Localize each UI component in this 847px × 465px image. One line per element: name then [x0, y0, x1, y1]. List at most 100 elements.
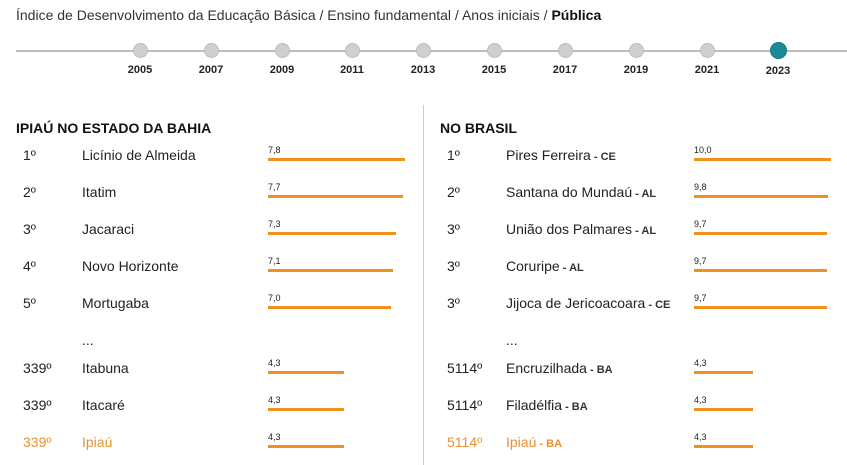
state-code: - BA	[562, 401, 588, 413]
rank: 339º	[23, 360, 52, 376]
timeline-dot[interactable]	[557, 43, 573, 58]
year-2015[interactable]: 2015	[464, 43, 524, 76]
rank: 3º	[447, 258, 460, 274]
rank: 1º	[23, 147, 36, 163]
score-value: 7,0	[268, 293, 281, 303]
municipality-name: Filadélfia - BA	[506, 397, 588, 413]
score-bar	[268, 408, 344, 411]
score-bar	[694, 158, 831, 161]
name-text: Filadélfia	[506, 397, 563, 413]
score-value: 9,7	[694, 293, 707, 303]
state-code: - CE	[645, 299, 671, 311]
state-panel-title: IPIAÚ NO ESTADO DA BAHIA	[16, 120, 212, 136]
state-ranking-row: 3º Jacaraci 7,3	[16, 219, 436, 251]
score-value: 9,7	[694, 219, 707, 229]
score-value: 4,3	[694, 358, 707, 368]
timeline-dot[interactable]	[486, 43, 502, 58]
rank: 2º	[23, 184, 36, 200]
state-ranking-row: 1º Licínio de Almeida 7,8	[16, 145, 436, 177]
rank: 5º	[23, 295, 36, 311]
timeline-dot[interactable]	[415, 43, 431, 58]
rank: 3º	[23, 221, 36, 237]
municipality-name: Ipiaú	[82, 434, 112, 450]
year-2011[interactable]: 2011	[322, 43, 382, 76]
brazil-ranking-row: 5114º Encruzilhada - BA 4,3	[440, 358, 847, 390]
score-bar	[694, 195, 829, 198]
score-value: 7,1	[268, 256, 281, 266]
score-value: 9,7	[694, 256, 707, 266]
year-label: 2009	[269, 64, 295, 76]
year-2005[interactable]: 2005	[110, 43, 170, 76]
timeline-dot[interactable]	[628, 43, 644, 58]
name-text: Ipiaú	[506, 434, 537, 450]
state-ranking-row: 4º Novo Horizonte 7,1	[16, 256, 436, 288]
score-value: 4,3	[694, 395, 707, 405]
year-label: 2007	[198, 64, 224, 76]
rank: 2º	[447, 184, 460, 200]
year-label: 2013	[410, 64, 436, 76]
brazil-ranking-row: 3º Jijoca de Jericoacoara - CE 9,7	[440, 293, 847, 325]
brazil-ranking-row: 3º Coruripe - AL 9,7	[440, 256, 847, 288]
year-2023[interactable]: 2023	[748, 42, 808, 77]
score-bar	[268, 269, 393, 272]
state-code: - AL	[632, 225, 657, 237]
state-code: - BA	[536, 438, 563, 450]
year-2017[interactable]: 2017	[535, 43, 595, 76]
rank: 5114º	[447, 360, 483, 376]
timeline-dot[interactable]	[699, 43, 715, 58]
rank: 5114º	[447, 434, 483, 450]
municipality-name: Mortugaba	[82, 295, 149, 311]
score-bar	[268, 445, 344, 448]
rank: 5114º	[447, 397, 483, 413]
brazil-ranking-row: 1º Pires Ferreira - CE 10,0	[440, 145, 847, 177]
timeline-dot[interactable]	[769, 42, 787, 59]
timeline-dot[interactable]	[132, 43, 148, 58]
name-text: Licínio de Almeida	[82, 147, 196, 163]
year-2007[interactable]: 2007	[181, 43, 241, 76]
brazil-ranking-row: 2º Santana do Mundaú - AL 9,8	[440, 182, 847, 214]
year-label: 2015	[481, 64, 507, 76]
score-value: 10,0	[694, 145, 712, 155]
score-bar	[268, 195, 404, 198]
municipality-name: Itatim	[82, 184, 116, 200]
score-bar	[694, 408, 753, 411]
timeline-dot[interactable]	[203, 43, 219, 58]
score-value: 4,3	[694, 432, 707, 442]
year-2021[interactable]: 2021	[677, 43, 737, 76]
brazil-ranking-panel: NO BRASIL	[440, 120, 517, 136]
score-bar	[268, 306, 391, 309]
municipality-name: União dos Palmares - AL	[506, 221, 656, 237]
municipality-name: Novo Horizonte	[82, 258, 179, 274]
name-text: Coruripe	[506, 258, 560, 274]
municipality-name: Itabuna	[82, 360, 129, 376]
state-code: - AL	[559, 262, 584, 274]
breadcrumb-current: Pública	[551, 7, 602, 23]
municipality-name: Licínio de Almeida	[82, 147, 196, 163]
rank: 339º	[23, 434, 52, 450]
municipality-name: Jacaraci	[82, 221, 134, 237]
name-text: Jijoca de Jericoacoara	[506, 295, 646, 311]
year-2013[interactable]: 2013	[393, 43, 453, 76]
year-2009[interactable]: 2009	[252, 43, 312, 76]
timeline-dot[interactable]	[344, 43, 360, 58]
timeline-dot[interactable]	[274, 43, 290, 58]
score-value: 9,8	[694, 182, 707, 192]
rank: 4º	[23, 258, 36, 274]
year-label: 2019	[623, 64, 649, 76]
score-bar	[694, 445, 753, 448]
year-label: 2023	[765, 65, 791, 77]
state-ranking-row: 339º Itacaré 4,3	[16, 395, 436, 427]
state-ranking-panel: IPIAÚ NO ESTADO DA BAHIA	[16, 120, 211, 136]
year-timeline	[16, 50, 847, 52]
score-bar	[268, 158, 405, 161]
municipality-name: Santana do Mundaú - AL	[506, 184, 656, 200]
municipality-name: Itacaré	[82, 397, 125, 413]
score-value: 4,3	[268, 395, 281, 405]
name-text: Jacaraci	[82, 221, 135, 237]
municipality-name: Ipiaú - BA	[506, 434, 562, 450]
state-ranking-row: 339º Itabuna 4,3	[16, 358, 436, 390]
year-2019[interactable]: 2019	[606, 43, 666, 76]
score-value: 7,7	[268, 182, 281, 192]
brazil-panel-title: NO BRASIL	[440, 120, 517, 136]
brazil-ranking-row: 3º União dos Palmares - AL 9,7	[440, 219, 847, 251]
